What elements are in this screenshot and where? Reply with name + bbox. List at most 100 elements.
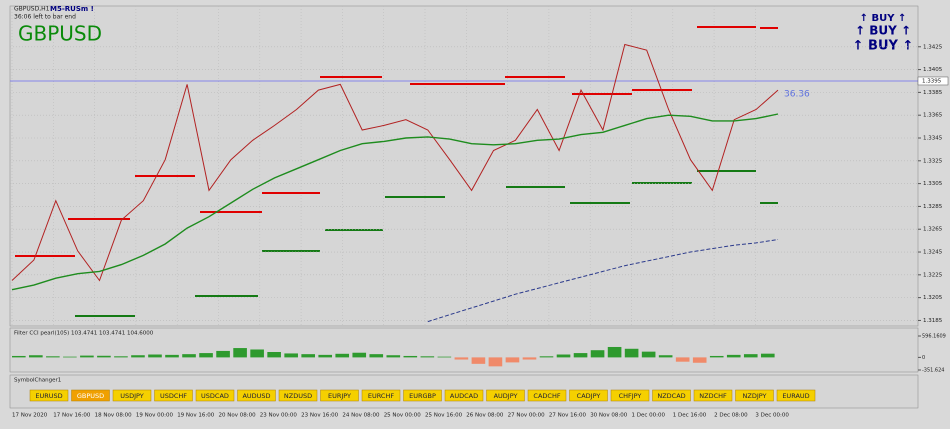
symbol-button-label[interactable]: USDCHF — [160, 392, 187, 400]
symbol-button-label[interactable]: NZDUSD — [284, 392, 312, 400]
symbol-button[interactable] — [527, 389, 567, 402]
symbol-button[interactable] — [71, 389, 110, 402]
symbol-button[interactable] — [444, 389, 484, 402]
cci-bar — [488, 357, 503, 367]
x-tick-label: 20 Nov 08:00 — [219, 413, 257, 419]
cci-bar — [318, 354, 333, 358]
symbol-button-label[interactable]: EURJPY — [328, 392, 351, 400]
cci-bar — [63, 356, 77, 358]
cci-bar — [437, 356, 452, 358]
symbol-button-label[interactable]: EURCHF — [368, 392, 394, 400]
cci-bar — [522, 357, 537, 360]
levels — [15, 26, 778, 317]
cci-bar — [505, 357, 520, 363]
x-tick-label: 30 Nov 08:00 — [590, 413, 628, 419]
symbol-button[interactable] — [361, 389, 401, 402]
symbol-button[interactable] — [29, 389, 69, 402]
y-tick-label: 1.3325 — [923, 158, 943, 164]
y-tick-label: 1.3225 — [923, 272, 943, 278]
symbol-button[interactable] — [652, 389, 691, 402]
cci-bar — [607, 346, 622, 358]
cci-bar — [556, 354, 571, 358]
cci-bar — [131, 355, 145, 358]
cci-bar — [165, 354, 179, 358]
symbol-button-label[interactable]: EURAUD — [782, 392, 809, 400]
cci-bar — [624, 348, 639, 358]
cci-bar — [692, 357, 707, 363]
symbol-button[interactable] — [776, 389, 816, 402]
value-label: 36.36 — [784, 90, 810, 100]
x-tick-label: 23 Nov 00:00 — [260, 413, 298, 419]
symbol-button[interactable] — [195, 389, 235, 402]
cci-bar — [590, 350, 605, 358]
symbol-button-label[interactable]: GBPUSD — [77, 392, 104, 400]
current-price-box — [917, 76, 949, 86]
cci-bar — [29, 355, 43, 358]
symbol-button-label[interactable]: EURUSD — [35, 392, 62, 400]
x-tick-label: 25 Nov 16:00 — [425, 413, 463, 419]
indicator-name: M5-RUSm ! — [50, 5, 94, 13]
symbol-button[interactable] — [320, 389, 359, 402]
y-tick-label: 596.1609 — [922, 334, 946, 340]
x-tick-label: 3 Dec 00:00 — [755, 413, 789, 419]
big-symbol: GBPUSD — [18, 22, 102, 46]
cci-bar — [46, 356, 60, 358]
symbol-button[interactable] — [237, 389, 276, 402]
cci-bar — [97, 355, 111, 358]
symbol-button-label[interactable]: CHFJPY — [619, 392, 642, 400]
cci-bar — [386, 355, 401, 358]
x-tick-label: 26 Nov 08:00 — [466, 413, 504, 419]
symbol-button-label[interactable]: NZDCHF — [699, 392, 727, 400]
price-line — [11, 43, 779, 282]
symbol-button[interactable] — [278, 389, 318, 402]
price-line — [427, 239, 779, 323]
x-tick-label: 24 Nov 08:00 — [342, 413, 380, 419]
x-tick-label: 17 Nov 16:00 — [53, 413, 91, 419]
symbol-button-label[interactable]: AUDCAD — [450, 392, 478, 400]
cci-bar — [726, 354, 741, 358]
cci-bar — [301, 354, 315, 358]
symbol-button-label[interactable]: USDCAD — [201, 392, 229, 400]
symbol-button[interactable] — [486, 389, 525, 402]
symbol-button-label[interactable]: AUDUSD — [242, 392, 270, 400]
symbol-button[interactable] — [569, 389, 608, 402]
y-tick-label: 1.3365 — [923, 113, 943, 119]
x-tick-label: 23 Nov 16:00 — [301, 413, 339, 419]
symbol-button[interactable] — [610, 389, 650, 402]
symbol-button-label[interactable]: USDJPY — [120, 392, 144, 400]
cci-bar — [454, 357, 469, 360]
main-chart — [9, 5, 919, 327]
price-line — [11, 113, 779, 291]
cci-bar — [658, 355, 673, 358]
y-tick-label: 1.3385 — [923, 90, 943, 96]
y-tick-label: 1.3185 — [923, 318, 943, 324]
symbol-label: GBPUSD,H1 — [14, 6, 50, 13]
symbol-button[interactable] — [112, 389, 152, 402]
symbol-button[interactable] — [693, 389, 733, 402]
symbol-button-label[interactable]: EURGBP — [409, 392, 436, 400]
cci-bar — [233, 348, 247, 358]
symbol-button-label[interactable]: NZDCAD — [657, 392, 685, 400]
x-tick-label: 27 Nov 16:00 — [549, 413, 587, 419]
symbol-button-label[interactable]: NZDJPY — [743, 392, 767, 400]
x-tick-label: 1 Dec 00:00 — [632, 413, 666, 419]
symbol-button-label[interactable]: CADCHF — [533, 392, 560, 400]
symbol-button[interactable] — [403, 389, 442, 402]
symbol-button-label[interactable]: CADJPY — [577, 392, 601, 400]
symbol-button[interactable] — [154, 389, 193, 402]
vertical-grid — [11, 6, 756, 326]
cci-bar — [114, 356, 128, 358]
cci-bar — [760, 353, 775, 358]
cci-bar — [216, 350, 230, 358]
symbol-button-label[interactable]: AUDJPY — [494, 392, 518, 400]
cci-bar — [471, 357, 486, 364]
x-tick-label: 27 Nov 00:00 — [508, 413, 546, 419]
cci-bar — [420, 356, 435, 358]
y-tick-label: 1.3425 — [923, 44, 943, 50]
x-tick-label: 18 Nov 08:00 — [95, 413, 133, 419]
y-tick-label: 1.3265 — [923, 227, 943, 233]
symbol-button[interactable] — [735, 389, 774, 402]
cci-bar — [369, 354, 384, 358]
cci-bar — [675, 357, 690, 362]
